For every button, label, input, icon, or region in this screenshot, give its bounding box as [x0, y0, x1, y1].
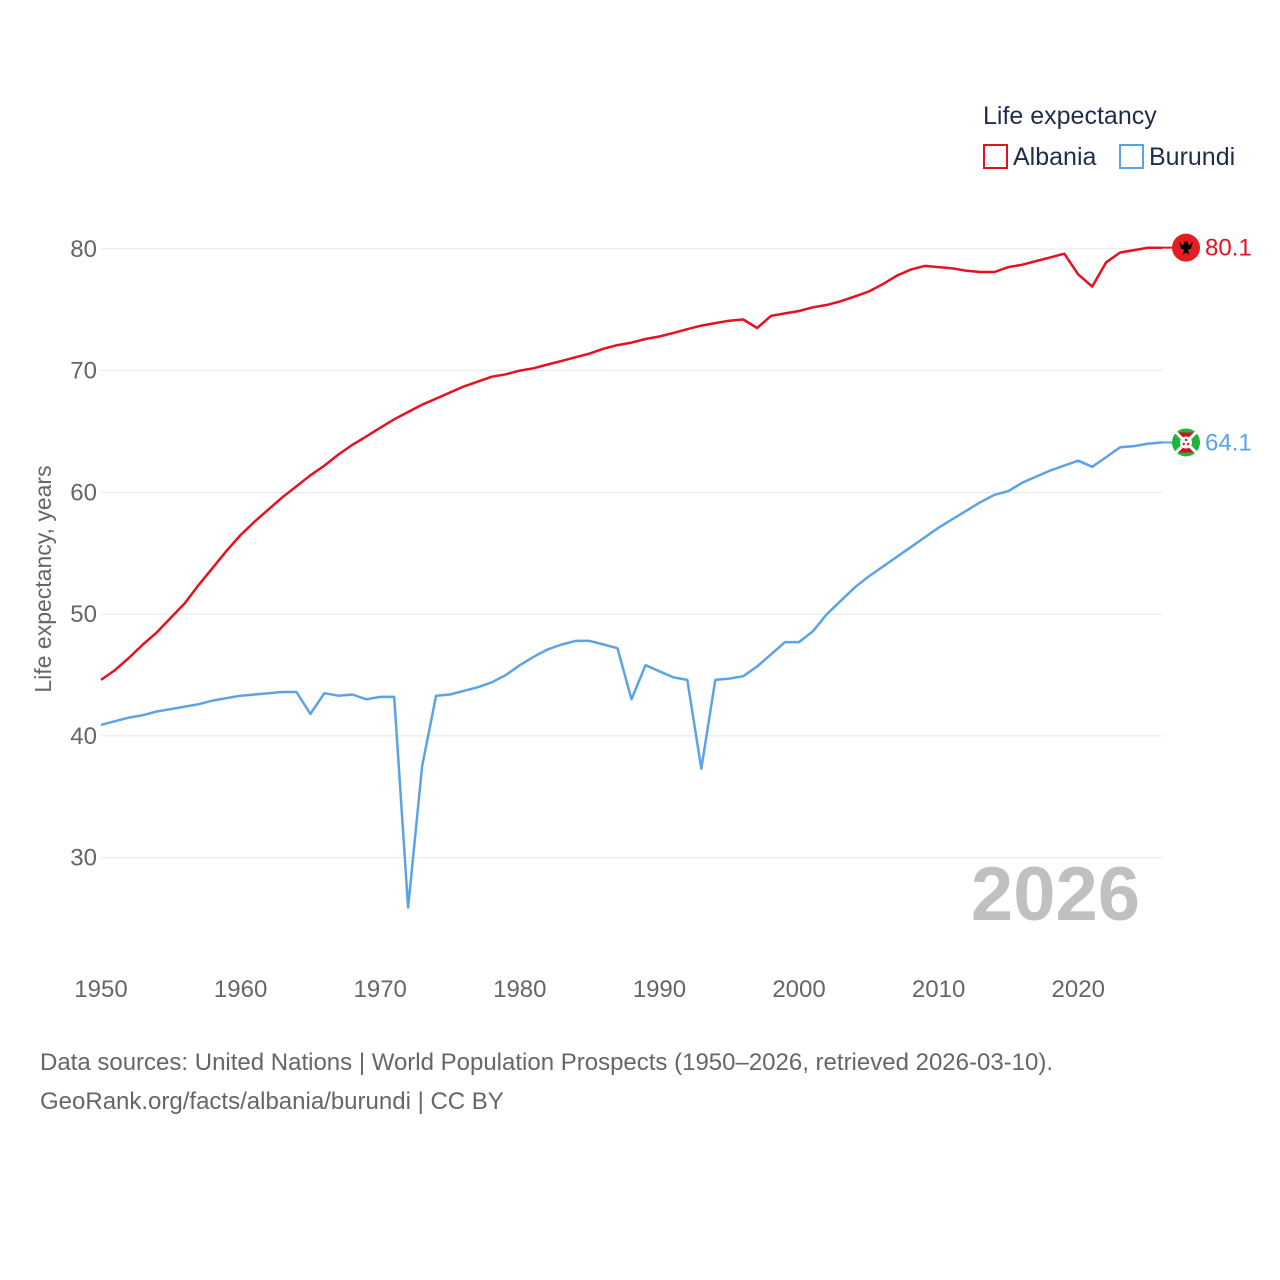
legend-label-albania: Albania [1013, 143, 1096, 171]
y-axis-ticks: 30 40 50 60 70 80 [70, 236, 97, 872]
source-line-2: GeoRank.org/facts/albania/burundi | CC B… [40, 1088, 504, 1115]
end-label-albania: 80.1 [1205, 235, 1252, 262]
y-axis-label: Life expectancy, years [30, 465, 56, 692]
burundi-flag-icon [1172, 428, 1200, 457]
series-line-burundi [100, 441, 1163, 909]
x-tick-label-2010: 2010 [912, 976, 965, 1003]
series-line-albania [100, 246, 1162, 681]
x-tick-label-1950: 1950 [74, 976, 127, 1003]
x-tick-label-1980: 1980 [493, 976, 546, 1003]
legend-item-burundi[interactable]: Burundi [1119, 143, 1235, 171]
x-tick-label-1960: 1960 [214, 976, 267, 1003]
legend-title: Life expectancy [983, 102, 1157, 130]
x-tick-label-1990: 1990 [633, 976, 686, 1003]
y-tick-label-40: 40 [70, 723, 97, 750]
legend-swatch-burundi [1119, 144, 1144, 169]
legend-swatch-albania [983, 144, 1008, 169]
series-lines [100, 246, 1163, 909]
y-tick-label-50: 50 [70, 601, 97, 628]
y-tick-label-80: 80 [70, 236, 97, 263]
year-watermark: 2026 [971, 852, 1140, 937]
source-line-1: Data sources: United Nations | World Pop… [40, 1049, 1054, 1076]
x-tick-label-2020: 2020 [1052, 976, 1105, 1003]
legend: Life expectancy Albania Burundi [983, 102, 1235, 171]
y-tick-label-30: 30 [70, 845, 97, 872]
legend-label-burundi: Burundi [1149, 143, 1235, 171]
x-axis-ticks: 1950 1960 1970 1980 1990 2000 2010 2020 [74, 976, 1105, 1003]
x-tick-label-1970: 1970 [354, 976, 407, 1003]
y-tick-label-70: 70 [70, 358, 97, 385]
end-label-burundi: 64.1 [1205, 429, 1252, 456]
grid-lines [101, 248, 1162, 859]
end-markers: 80.1 64.1 [1162, 233, 1252, 457]
legend-item-albania[interactable]: Albania [983, 143, 1096, 171]
albania-flag-icon [1172, 233, 1200, 262]
source-note: Data sources: United Nations | World Pop… [40, 1043, 1053, 1121]
y-tick-label-60: 60 [70, 479, 97, 506]
x-tick-label-2000: 2000 [772, 976, 825, 1003]
